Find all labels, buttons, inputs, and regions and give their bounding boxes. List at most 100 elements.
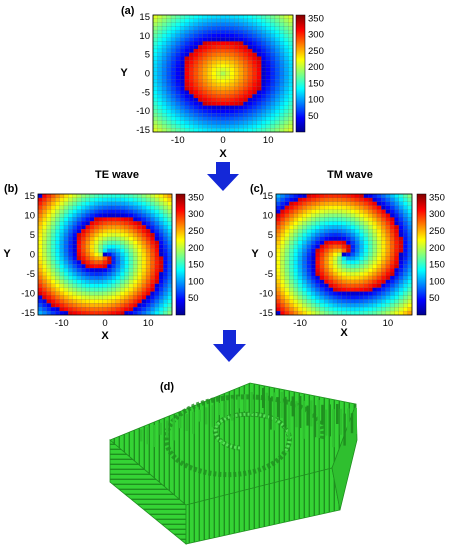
heatmap-cell <box>198 120 203 125</box>
heatmap-cell <box>211 112 217 118</box>
heatmap-cell <box>265 116 271 121</box>
heatmap-cell <box>284 221 290 226</box>
heatmap-cell <box>270 18 276 23</box>
heatmap-cell <box>188 75 194 80</box>
heatmap-cell <box>289 213 294 218</box>
heatmap-cell <box>275 256 281 261</box>
heatmap-cell <box>81 291 86 296</box>
heatmap-cell <box>137 260 142 265</box>
heatmap-cell <box>184 26 190 31</box>
heatmap-cell <box>243 52 249 57</box>
heatmap-cell <box>310 248 316 253</box>
heatmap-cell <box>332 275 338 281</box>
heatmap-cell <box>359 217 364 222</box>
heatmap-cell <box>247 41 253 46</box>
heatmap-cell <box>302 279 307 284</box>
heatmap-cell <box>152 109 158 114</box>
heatmap-cell <box>50 303 56 308</box>
heatmap-cell <box>403 295 408 300</box>
heatmap-cell <box>161 41 167 46</box>
heatmap-cell <box>89 213 95 218</box>
heatmap-cell <box>211 105 217 110</box>
heatmap-cell <box>157 22 163 27</box>
heatmap-cell <box>98 217 104 222</box>
heatmap-cell <box>152 63 158 69</box>
heatmap-cell <box>310 299 316 304</box>
heatmap-cell <box>157 128 163 133</box>
heatmap-cell <box>211 63 217 69</box>
heatmap-cell <box>137 299 142 304</box>
heatmap-cell <box>403 287 408 292</box>
heatmap-cell <box>280 248 285 253</box>
heatmap-cell <box>234 82 240 87</box>
heatmap-cell <box>359 303 364 308</box>
heatmap-cell <box>202 37 208 42</box>
heatmap-cell <box>102 271 108 277</box>
heatmap-cell <box>207 26 212 31</box>
heatmap-cell <box>337 279 343 284</box>
heatmap-cell <box>367 295 373 300</box>
heatmap-cell <box>175 22 181 27</box>
heatmap-cell <box>42 299 47 304</box>
heatmap-cell <box>188 60 194 65</box>
heatmap-cell <box>202 109 208 114</box>
heatmap-cell <box>394 209 400 214</box>
heatmap-cell <box>328 228 334 234</box>
heatmap-cell <box>124 232 129 238</box>
heatmap-cell <box>275 252 281 257</box>
heatmap-cell <box>297 240 303 245</box>
heatmap-cell <box>37 283 43 288</box>
heatmap-cell <box>275 307 281 312</box>
heatmap-cell <box>50 299 56 304</box>
heatmap-cell <box>306 193 312 199</box>
heatmap-cell <box>243 82 249 87</box>
heatmap-cell <box>59 228 65 234</box>
heatmap-cell <box>394 283 400 288</box>
heatmap-cell <box>229 52 235 57</box>
heatmap-cell <box>170 90 176 95</box>
heatmap-cell <box>225 120 230 125</box>
heatmap-cell <box>376 205 382 210</box>
heatmap-cell <box>243 41 249 46</box>
heatmap-cell <box>107 209 112 214</box>
heatmap-cell <box>319 209 325 214</box>
heatmap-cell <box>289 205 294 210</box>
heatmap-cell <box>102 225 108 230</box>
heatmap-cell <box>385 271 391 277</box>
heatmap-cell <box>252 90 258 95</box>
heatmap-cell <box>150 307 155 312</box>
heatmap-cell <box>293 295 299 300</box>
heatmap-cell <box>102 275 108 281</box>
heatmap-cell <box>94 299 99 304</box>
heatmap-cell <box>328 299 334 304</box>
heatmap-cell <box>98 264 104 269</box>
heatmap-cell <box>132 205 138 210</box>
heatmap-cell <box>297 228 303 234</box>
heatmap-cell <box>166 63 172 69</box>
heatmap-cell <box>59 279 65 284</box>
heatmap-cell <box>46 225 52 230</box>
heatmap-cell <box>324 221 329 226</box>
heatmap-cell <box>119 228 125 234</box>
heatmap-cell <box>220 67 226 72</box>
heatmap-cell <box>238 26 244 31</box>
heatmap-cell <box>256 109 262 114</box>
heatmap-cell <box>372 291 378 296</box>
heatmap-cell <box>55 217 60 222</box>
heatmap-cell <box>341 291 347 296</box>
heatmap-cell <box>341 244 347 249</box>
heatmap-cell <box>42 197 47 202</box>
heatmap-cell <box>256 120 262 125</box>
heatmap-cell <box>293 244 299 249</box>
heatmap-cell <box>81 279 86 284</box>
heatmap-cell <box>238 22 244 27</box>
heatmap-cell <box>346 279 351 284</box>
heatmap-cell <box>238 75 244 80</box>
heatmap-cell <box>279 105 285 110</box>
heatmap-cell <box>315 213 321 218</box>
heatmap-cell <box>85 287 91 292</box>
heatmap-cell <box>170 45 176 50</box>
heatmap-cell <box>158 299 164 304</box>
heatmap-cell <box>188 105 194 110</box>
heatmap-cell <box>337 287 343 292</box>
